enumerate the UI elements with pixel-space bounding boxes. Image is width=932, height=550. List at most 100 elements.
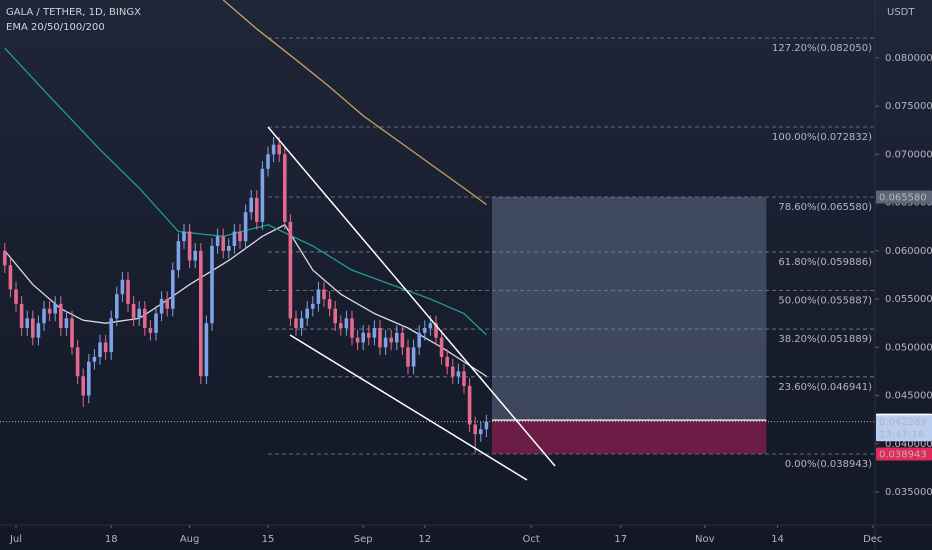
drawings (267, 126, 556, 481)
countdown-label: 13:47:16 (879, 430, 924, 441)
candle-body (159, 299, 164, 314)
candle-body (31, 318, 35, 338)
candle-body (322, 289, 326, 300)
candle-body (143, 308, 147, 329)
candle-body (411, 347, 416, 367)
candle-body (199, 250, 203, 377)
candle-body (355, 337, 360, 343)
candle-body (400, 332, 405, 348)
y-tick-label: 0.055000 (885, 294, 932, 305)
x-tick-label: 12 (418, 534, 431, 545)
price-tag (876, 190, 932, 204)
candle-body (378, 328, 382, 348)
candle-body (243, 212, 248, 242)
trend-line (267, 126, 556, 467)
candle-body (25, 318, 30, 329)
y-tick-label: 0.075000 (885, 101, 932, 112)
y-tick-label: 0.035000 (885, 487, 932, 498)
candle-body (333, 308, 337, 324)
candle-body (434, 323, 438, 338)
candle-body (428, 323, 433, 329)
candle-body (417, 332, 421, 348)
candle-body (19, 303, 24, 329)
candle-body (422, 328, 427, 333)
candle-body (271, 144, 276, 155)
x-tick-label: Jul (9, 534, 22, 545)
y-tick-label: 0.070000 (885, 149, 932, 160)
candle-body (126, 279, 130, 304)
candle-body (176, 241, 181, 271)
candle-body (47, 308, 52, 314)
candle-body (59, 303, 63, 329)
candle-body (316, 289, 321, 304)
x-tick-label: Oct (523, 534, 540, 545)
candle-body (64, 318, 69, 329)
x-tick-label: Sep (354, 534, 373, 545)
candle-body (120, 279, 125, 295)
candle-body (8, 265, 13, 290)
indicator-legend: EMA 20/50/100/200 (6, 22, 105, 33)
candle-body (210, 246, 214, 324)
y-tick-label: 0.080000 (885, 53, 932, 64)
ema-line (4, 223, 487, 377)
candle-body (193, 250, 198, 261)
fib-label: 50.00%(0.055887) (778, 296, 872, 307)
candle-body (310, 303, 315, 309)
fib-label: 127.20%(0.082050) (772, 43, 872, 54)
candle-body (70, 318, 74, 348)
candle-body (338, 323, 343, 329)
candle-body (473, 424, 477, 435)
profit-zone (491, 196, 767, 421)
candle-body (445, 356, 449, 367)
candle-body (36, 323, 41, 338)
ema-line (4, 47, 487, 336)
candle-body (221, 236, 226, 251)
y-tick-label: 0.050000 (885, 342, 932, 353)
candle-body (439, 337, 444, 357)
candle-body (266, 154, 270, 169)
fib-label: 61.80%(0.059886) (778, 257, 872, 268)
candle-body (232, 231, 237, 247)
price-tag (876, 447, 932, 461)
y-axis-label: USDT (887, 7, 915, 18)
candle-body (294, 318, 298, 329)
candle-body (42, 308, 46, 324)
candle-body (394, 332, 399, 343)
candle-body (327, 299, 332, 309)
ema-line (222, 0, 487, 206)
candle-body (305, 308, 309, 319)
candle-body (406, 347, 410, 367)
candle-body (75, 347, 80, 377)
candle-body (131, 303, 136, 319)
candle-body (462, 371, 466, 386)
x-tick-label: 18 (105, 534, 118, 545)
candle-body (249, 197, 253, 213)
candle-body (215, 236, 220, 247)
price-tag-label: 0.065580 (879, 192, 927, 203)
candle-body (154, 313, 158, 333)
candle-body (282, 154, 287, 222)
candle-body (109, 318, 114, 353)
fib-label: 100.00%(0.072832) (772, 132, 872, 143)
candle-body (3, 250, 7, 266)
candle-body (98, 342, 102, 357)
y-tick-label: 0.060000 (885, 246, 932, 257)
candle-body (450, 366, 455, 377)
loss-zone (491, 420, 767, 454)
fib-label: 38.20%(0.051889) (778, 334, 872, 345)
fib-label: 23.60%(0.046941) (778, 382, 872, 393)
candle-body (467, 385, 472, 425)
candle-body (87, 361, 91, 396)
candle-body (389, 337, 393, 343)
candle-body (165, 299, 170, 309)
candle-body (92, 356, 97, 362)
candle-body (204, 323, 209, 377)
candle-body (53, 303, 58, 314)
chart-title: GALA / TETHER, 1D, BINGX (6, 7, 141, 18)
candle-body (288, 221, 293, 319)
candle-body (238, 231, 242, 242)
candle-body (148, 328, 153, 333)
last-price-label: 0.042289 (879, 417, 927, 428)
